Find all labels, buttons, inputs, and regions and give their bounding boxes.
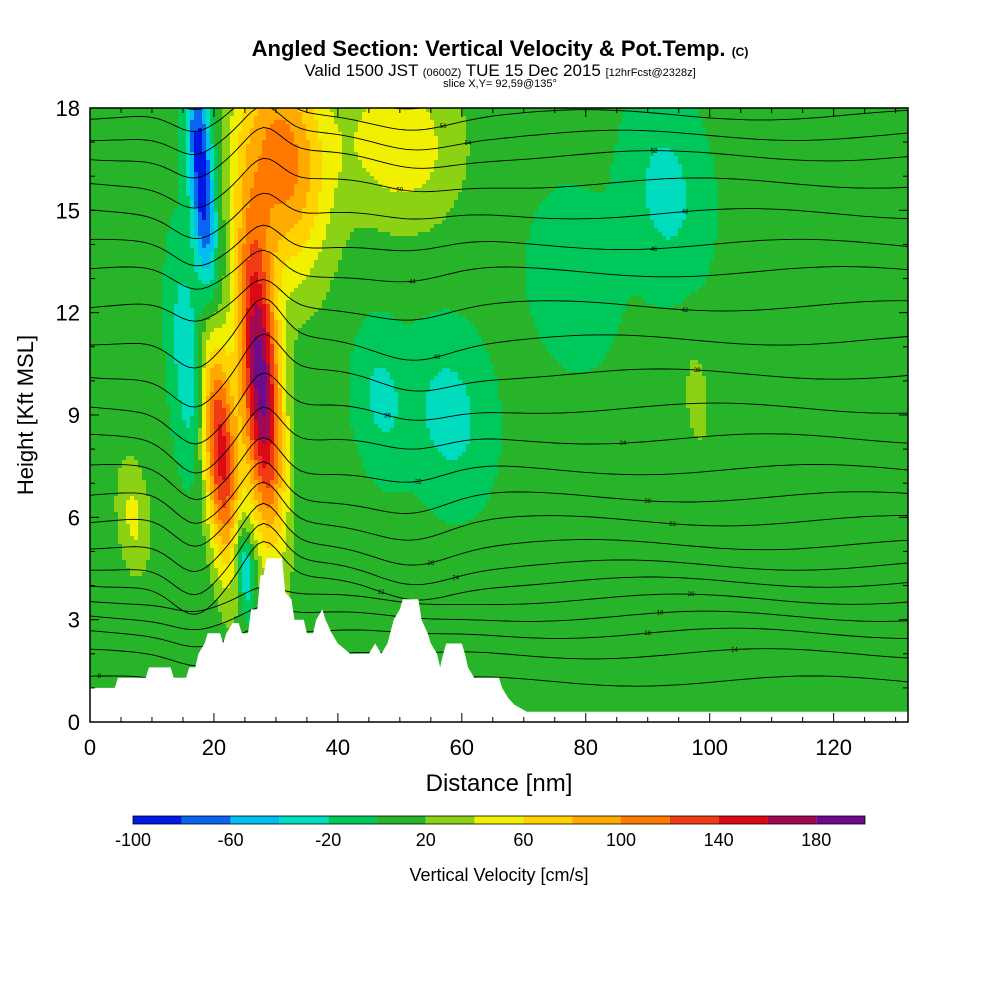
isentrope-label: 42 xyxy=(682,308,689,314)
x-tick-label: 0 xyxy=(84,735,96,760)
colorbar-bin xyxy=(475,816,524,824)
y-axis-label: Height [Kft MSL] xyxy=(13,335,38,495)
isentrope-label: 38 xyxy=(694,368,701,374)
isentrope-label: 52 xyxy=(651,149,658,155)
isentrope-label: 18 xyxy=(657,611,664,617)
isentrope-label: 14 xyxy=(731,648,738,654)
isentrope-label: 36 xyxy=(384,413,391,419)
isentrope-label: 54 xyxy=(465,141,472,147)
colorbar: -100 -60 -20 20 60 100 140 180 xyxy=(115,816,865,850)
colorbar-bin xyxy=(279,816,328,824)
x-tick-label: 20 xyxy=(202,735,226,760)
colorbar-bin xyxy=(231,816,280,824)
colorbar-bin xyxy=(670,816,719,824)
x-tick-label: 120 xyxy=(815,735,852,760)
isentrope-label: 46 xyxy=(651,247,658,253)
colorbar-tick-label: 20 xyxy=(416,830,436,850)
isentrope-label: 28 xyxy=(669,522,676,528)
isentrope-label: 40 xyxy=(434,355,441,361)
isentrope-label: 34 xyxy=(620,441,627,447)
colorbar-bin xyxy=(377,816,426,824)
colorbar-bin xyxy=(621,816,670,824)
colorbar-bin xyxy=(328,816,377,824)
isentrope-label: 44 xyxy=(409,279,416,285)
isentrope-label: 48 xyxy=(682,210,689,216)
colorbar-label: Vertical Velocity [cm/s] xyxy=(409,865,588,885)
y-tick-label: 15 xyxy=(56,198,80,223)
colorbar-tick-label: -60 xyxy=(218,830,244,850)
y-tick-label: 6 xyxy=(68,505,80,530)
colorbar-bin xyxy=(523,816,572,824)
colorbar-tick-label: 140 xyxy=(704,830,734,850)
isentrope-label: 32 xyxy=(415,479,422,485)
x-axis-label: Distance [nm] xyxy=(426,770,573,797)
colorbar-tick-label: 180 xyxy=(801,830,831,850)
isentrope-label: 22 xyxy=(378,590,385,596)
colorbar-bin xyxy=(719,816,768,824)
isentrope-label: 26 xyxy=(427,561,434,567)
isentrope-label: 20 xyxy=(688,592,695,598)
isentrope-label: 16 xyxy=(644,631,651,637)
isentrope-label: 50 xyxy=(397,188,404,194)
y-tick-label: 3 xyxy=(68,608,80,633)
x-tick-label: 40 xyxy=(326,735,350,760)
x-tick-label: 60 xyxy=(450,735,474,760)
isentrope-line xyxy=(90,68,908,110)
y-tick-label: 9 xyxy=(68,403,80,428)
isentrope-label: 30 xyxy=(644,499,651,505)
velocity-field xyxy=(90,108,910,724)
colorbar-tick-label: -20 xyxy=(315,830,341,850)
y-tick-label: 0 xyxy=(68,710,80,735)
colorbar-bin xyxy=(133,816,182,824)
x-tick-label: 80 xyxy=(574,735,598,760)
colorbar-bin xyxy=(426,816,475,824)
x-tick-label: 100 xyxy=(691,735,728,760)
colorbar-bin xyxy=(182,816,231,824)
isentrope-label: 24 xyxy=(452,575,459,581)
y-tick-label: 18 xyxy=(56,96,80,121)
colorbar-tick-label: 100 xyxy=(606,830,636,850)
y-tick-label: 12 xyxy=(56,301,80,326)
colorbar-tick-label: -100 xyxy=(115,830,151,850)
colorbar-bin xyxy=(816,816,865,824)
isentrope-label: 58 xyxy=(706,97,713,103)
colorbar-tick-label: 60 xyxy=(513,830,533,850)
isentrope-label: 56 xyxy=(440,124,447,130)
colorbar-bin xyxy=(767,816,816,824)
colorbar-bin xyxy=(572,816,621,824)
